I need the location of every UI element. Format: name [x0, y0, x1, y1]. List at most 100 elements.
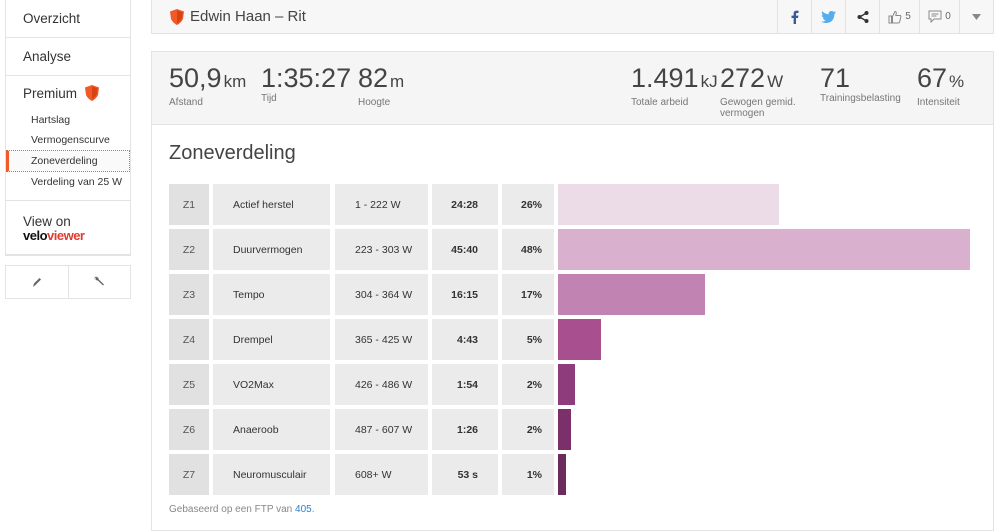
sidebar-item-premium[interactable]: Premium	[6, 76, 130, 110]
activity-header: Edwin Haan – Rit 5 0	[151, 0, 994, 34]
stat-load-label: Trainingsbelasting	[820, 93, 901, 104]
edit-button[interactable]	[6, 266, 69, 298]
comment-icon	[928, 10, 942, 23]
facebook-share-button[interactable]	[777, 0, 811, 33]
zone-id: Z2	[169, 229, 209, 270]
zone-time: 4:43	[432, 319, 498, 360]
premium-shield-icon	[85, 85, 100, 101]
thumbs-up-icon	[888, 10, 902, 23]
zone-percent: 2%	[502, 409, 554, 450]
stat-distance: 50,9 km Afstand	[169, 64, 246, 108]
more-actions-dropdown[interactable]	[959, 0, 993, 33]
page-title: Edwin Haan – Rit	[152, 8, 777, 25]
stat-power-unit: W	[767, 72, 784, 91]
stat-distance-label: Afstand	[169, 97, 203, 108]
zone-time: 1:54	[432, 364, 498, 405]
zone-id: Z3	[169, 274, 209, 315]
twitter-share-button[interactable]	[811, 0, 845, 33]
zone-row: Z1 Actief herstel 1 - 222 W 24:28 26%	[169, 184, 987, 225]
stat-elevation-unit: m	[390, 72, 405, 91]
zone-range: 304 - 364 W	[335, 274, 428, 315]
zone-row: Z7 Neuromusculair 608+ W 53 s 1%	[169, 454, 987, 495]
stat-load-value: 71	[820, 63, 851, 93]
zone-percent: 48%	[502, 229, 554, 270]
pencil-icon	[32, 278, 41, 287]
stat-work-value: 1.491	[631, 63, 699, 93]
zone-name: Tempo	[213, 274, 330, 315]
sidebar-item-label: Overzicht	[23, 11, 81, 26]
sidebar-subitem-zone-distribution[interactable]: Zoneverdeling	[6, 150, 130, 172]
sidebar-item-analysis[interactable]: Analyse	[6, 38, 130, 76]
comment-count: 0	[945, 11, 951, 22]
sidebar-subitem-heartrate[interactable]: Hartslag	[31, 114, 71, 126]
stat-intensity: 67% Intensiteit	[917, 64, 964, 108]
ftp-footnote: Gebaseerd op een FTP van 405.	[169, 504, 314, 515]
stat-power-value: 272	[720, 63, 766, 93]
sidebar-tools	[5, 265, 131, 299]
zone-name: Drempel	[213, 319, 330, 360]
sidebar-item-label: Analyse	[23, 49, 72, 64]
stat-intensity-label: Intensiteit	[917, 97, 960, 108]
kudos-button[interactable]: 5	[879, 0, 919, 33]
kudos-count: 5	[905, 11, 911, 22]
zone-id: Z4	[169, 319, 209, 360]
stat-intensity-value: 67	[917, 63, 948, 93]
settings-button[interactable]	[69, 266, 131, 298]
comment-button[interactable]: 0	[919, 0, 959, 33]
zone-bar	[558, 274, 705, 315]
zone-time: 24:28	[432, 184, 498, 225]
stat-weighted-power: 272 W Gewogen gemid. vermogen	[720, 64, 800, 119]
sidebar-nav: Overzicht Analyse Premium Hartslag Vermo…	[5, 0, 131, 256]
view-on-label: View on	[23, 214, 71, 229]
zone-row: Z4 Drempel 365 - 425 W 4:43 5%	[169, 319, 987, 360]
zone-name: Anaeroob	[213, 409, 330, 450]
stat-elevation-value: 82	[358, 63, 389, 93]
zone-row: Z3 Tempo 304 - 364 W 16:15 17%	[169, 274, 987, 315]
veloviewer-logo: veloviewer	[23, 228, 85, 243]
ftp-value-link[interactable]: 405	[295, 504, 312, 515]
sidebar-item-overview[interactable]: Overzicht	[6, 0, 130, 38]
facebook-icon	[791, 10, 798, 24]
zone-name: Neuromusculair	[213, 454, 330, 495]
stat-distance-unit: km	[223, 72, 247, 91]
premium-submenu: Hartslag Vermogenscurve Zoneverdeling Ve…	[6, 110, 130, 201]
zone-row: Z2 Duurvermogen 223 - 303 W 45:40 48%	[169, 229, 987, 270]
share-button[interactable]	[845, 0, 879, 33]
sidebar-subitem-power-distribution[interactable]: Verdeling van 25 W	[31, 176, 123, 188]
zone-percent: 26%	[502, 184, 554, 225]
stat-work-label: Totale arbeid	[631, 97, 689, 108]
activity-stats: 50,9 km Afstand 1:35:27 Tijd 82 m Hoogte 1…	[151, 51, 994, 125]
zone-time: 53 s	[432, 454, 498, 495]
sidebar-item-label: Premium	[23, 85, 78, 101]
zone-percent: 1%	[502, 454, 554, 495]
zone-percent: 5%	[502, 319, 554, 360]
stat-total-work: 1.491 kJ Totale arbeid	[631, 64, 718, 108]
stat-work-unit: kJ	[700, 72, 718, 91]
stat-time-value: 1:35:27	[261, 63, 352, 93]
zone-bar	[558, 184, 779, 225]
zone-time: 45:40	[432, 229, 498, 270]
zone-id: Z7	[169, 454, 209, 495]
ftp-footnote-text: Gebaseerd op een FTP van	[169, 504, 293, 515]
zone-bar	[558, 229, 970, 270]
zone-id: Z6	[169, 409, 209, 450]
zone-id: Z5	[169, 364, 209, 405]
sidebar-subitem-power-curve[interactable]: Vermogenscurve	[31, 134, 110, 146]
zone-range: 487 - 607 W	[335, 409, 428, 450]
zone-range: 1 - 222 W	[335, 184, 428, 225]
zone-time: 1:26	[432, 409, 498, 450]
zone-range: 365 - 425 W	[335, 319, 428, 360]
zone-bar	[558, 409, 571, 450]
zone-name: VO2Max	[213, 364, 330, 405]
zone-name: Actief herstel	[213, 184, 330, 225]
stat-distance-value: 50,9	[169, 63, 222, 93]
stat-elevation: 82 m Hoogte	[358, 64, 404, 108]
stat-intensity-unit: %	[949, 72, 965, 91]
zone-bar	[558, 319, 601, 360]
veloviewer-link[interactable]: View on veloviewer	[6, 201, 130, 255]
zone-time: 16:15	[432, 274, 498, 315]
activity-title: Edwin Haan – Rit	[190, 8, 306, 25]
panel-title: Zoneverdeling	[169, 142, 296, 164]
twitter-icon	[821, 10, 836, 23]
